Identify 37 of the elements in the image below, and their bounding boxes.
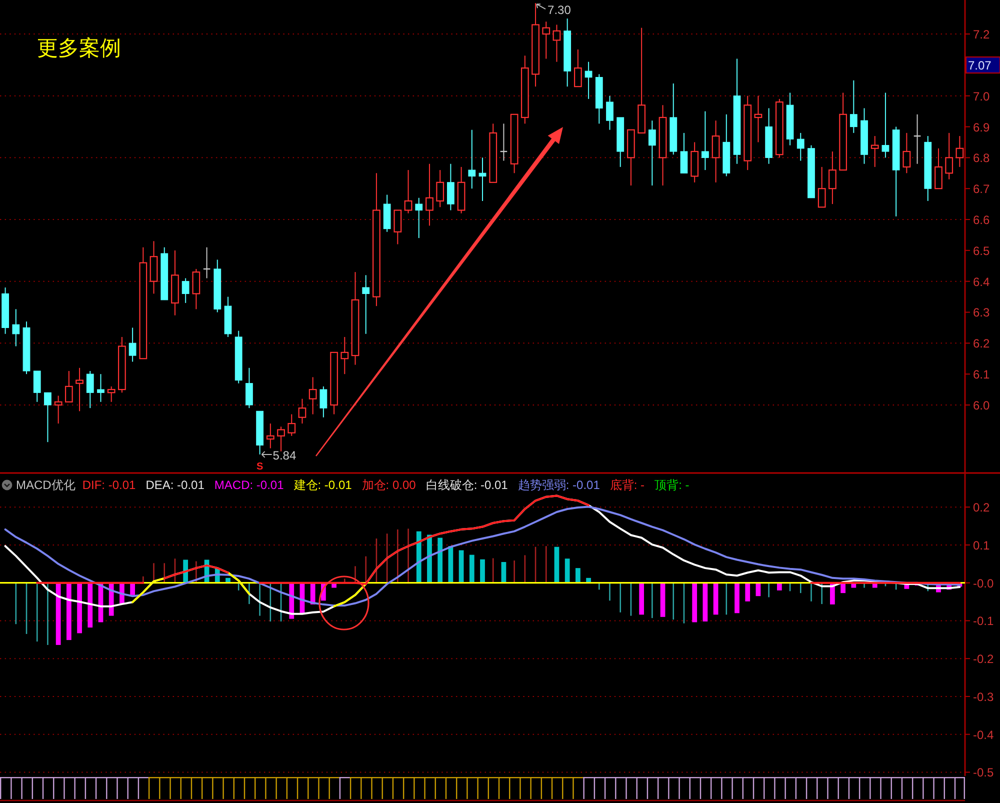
y-tick-label: 7.2 [973,28,990,42]
y-tick-label: 0.1 [973,538,990,552]
annotation: 7.30 [548,3,572,18]
y-tick-label: -0.2 [973,652,994,666]
annotation: 5.84 [272,448,296,462]
annotation: 底背: - [610,478,645,492]
annotation: 建仓: -0.01 [292,478,352,492]
annotation: DIF: -0.01 [82,478,136,492]
annotation: 加仓: 0.00 [362,478,416,492]
note: 7.07 [966,56,1000,74]
y-tick-label: 0.2 [973,500,990,515]
y-tick-label: -0.0 [973,576,994,590]
y-tick-label: -0.5 [973,766,994,780]
y-tick-label: 6.6 [973,212,990,227]
y-tick-label: 6.0 [973,398,990,412]
y-tick-label: 6.9 [973,120,990,134]
y-tick-label: 6.1 [973,368,990,382]
annotation: MACD: -0.01 [214,478,284,492]
y-tick-label: 6.7 [973,182,990,196]
annotation: 趋势强弱: -0.01 [518,478,600,492]
y-tick-label: 6.4 [973,274,990,289]
annotation: 顶背: - [654,478,690,492]
annotation: 白线破仓: -0.01 [426,478,508,492]
y-tick-label: 6.8 [973,151,990,166]
y-tick-label: 6.3 [973,306,990,320]
note: S [256,461,264,472]
y-tick-label: -0.4 [973,728,994,742]
note: 5.84 [261,448,296,462]
y-tick-label: 6.5 [973,244,990,258]
y-tick-label: -0.1 [973,614,994,628]
note: 7.30 [536,3,571,18]
note: 更多案例 [37,37,121,60]
y-tick-label: 7.0 [973,89,990,104]
y-tick-label: -0.3 [973,690,994,704]
annotation: DEA: -0.01 [146,478,205,492]
y-tick-label: 6.2 [973,336,990,351]
chart-title: MACD优化 [16,478,76,492]
